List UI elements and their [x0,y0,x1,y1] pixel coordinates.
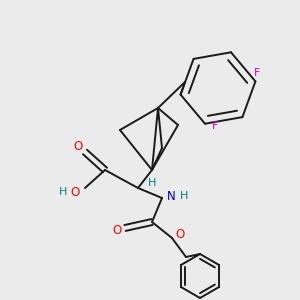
Text: F: F [254,68,261,78]
Text: H: H [59,187,67,197]
Text: O: O [176,227,184,241]
Text: O: O [74,140,82,154]
Text: F: F [212,121,218,131]
Text: H: H [180,191,188,201]
Text: N: N [167,190,176,202]
Text: O: O [70,185,80,199]
Text: H: H [148,178,156,188]
Text: O: O [112,224,122,236]
